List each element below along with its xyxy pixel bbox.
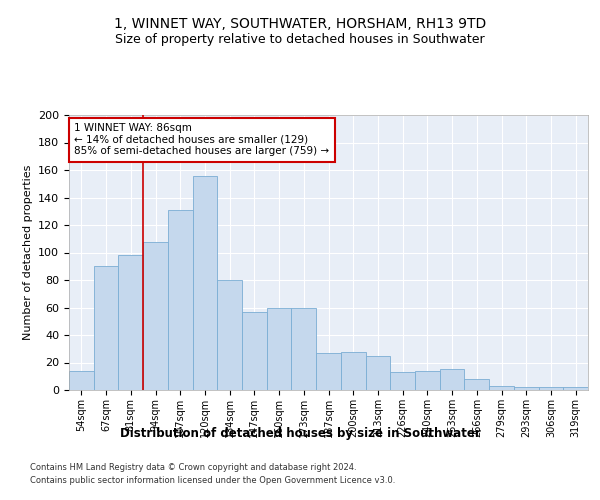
Bar — [168, 210, 193, 390]
Bar — [292, 308, 316, 390]
Text: Contains HM Land Registry data © Crown copyright and database right 2024.: Contains HM Land Registry data © Crown c… — [30, 462, 356, 471]
Text: Contains public sector information licensed under the Open Government Licence v3: Contains public sector information licen… — [30, 476, 395, 485]
Bar — [69, 371, 94, 390]
Bar — [118, 255, 143, 390]
Bar — [390, 372, 415, 390]
Bar — [563, 387, 588, 390]
Bar — [365, 356, 390, 390]
Text: Distribution of detached houses by size in Southwater: Distribution of detached houses by size … — [119, 428, 481, 440]
Bar — [143, 242, 168, 390]
Bar — [316, 353, 341, 390]
Bar — [341, 352, 365, 390]
Bar — [539, 387, 563, 390]
Bar — [267, 308, 292, 390]
Bar — [217, 280, 242, 390]
Bar — [242, 312, 267, 390]
Bar — [415, 371, 440, 390]
Bar — [193, 176, 217, 390]
Text: 1 WINNET WAY: 86sqm
← 14% of detached houses are smaller (129)
85% of semi-detac: 1 WINNET WAY: 86sqm ← 14% of detached ho… — [74, 123, 329, 156]
Bar — [489, 386, 514, 390]
Bar — [94, 266, 118, 390]
Text: Size of property relative to detached houses in Southwater: Size of property relative to detached ho… — [115, 32, 485, 46]
Bar — [464, 379, 489, 390]
Y-axis label: Number of detached properties: Number of detached properties — [23, 165, 32, 340]
Text: 1, WINNET WAY, SOUTHWATER, HORSHAM, RH13 9TD: 1, WINNET WAY, SOUTHWATER, HORSHAM, RH13… — [114, 18, 486, 32]
Bar — [440, 370, 464, 390]
Bar — [514, 387, 539, 390]
